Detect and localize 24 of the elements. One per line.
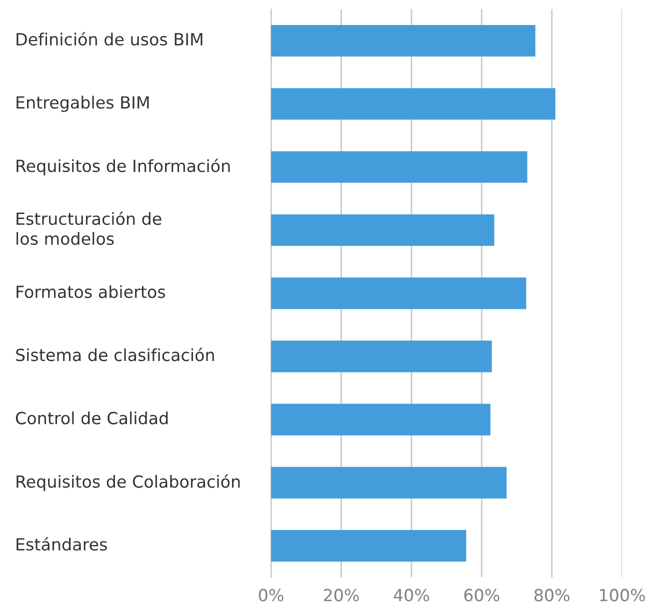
x-tick-label: 80% <box>534 588 570 602</box>
bar <box>271 530 466 562</box>
y-tick-label: Formatos abiertos <box>16 285 166 298</box>
bar <box>271 340 492 372</box>
bar <box>271 24 536 57</box>
y-tick-label: Entregables BIM <box>16 96 149 112</box>
y-tick-label: Definición de usos BIM <box>16 32 202 46</box>
x-tick-label: 40% <box>394 588 430 602</box>
y-tick-label: Control de Calidad <box>16 411 168 424</box>
bar <box>271 88 556 120</box>
y-tick-label: Sistema de clasificación <box>16 348 214 362</box>
y-tick-label: Requisitos de Colaboración <box>16 474 240 492</box>
bar <box>271 466 507 498</box>
y-tick-label: Estándares <box>16 537 107 551</box>
x-tick-label: 20% <box>324 588 359 602</box>
y-tick-label: Estructuración de los modelos <box>16 211 162 245</box>
x-tick-label: 0% <box>258 588 284 602</box>
bar <box>271 404 490 436</box>
bar <box>271 277 526 310</box>
x-tick-label: 60% <box>464 588 500 602</box>
bar <box>271 214 494 246</box>
y-tick-label: Requisitos de Información <box>16 158 230 176</box>
bar <box>271 151 528 183</box>
x-tick-label: 100% <box>600 588 645 602</box>
